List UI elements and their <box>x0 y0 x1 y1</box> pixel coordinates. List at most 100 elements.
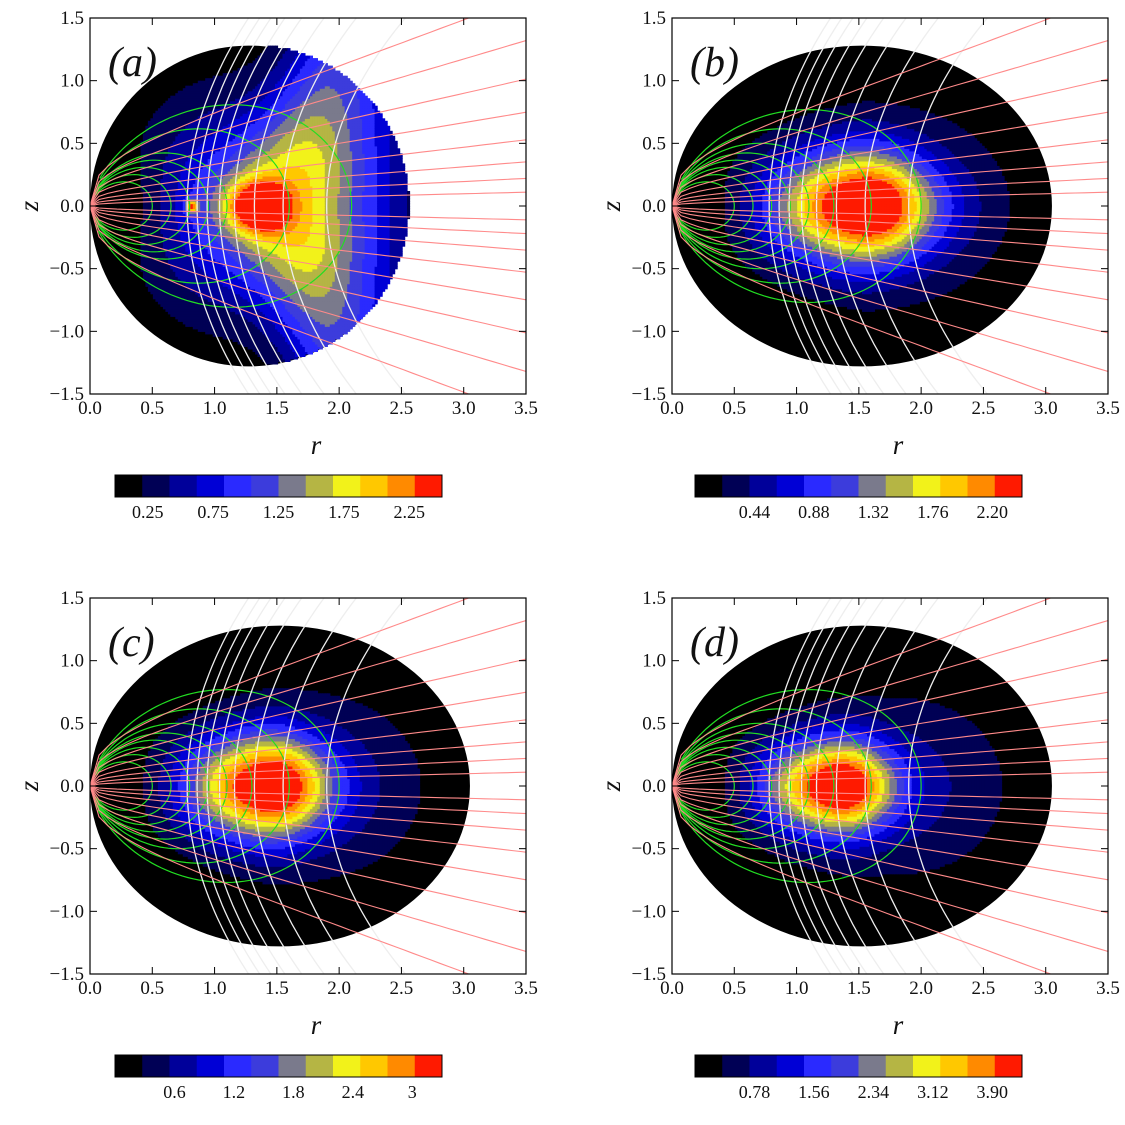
colorbar-swatch <box>777 475 805 497</box>
x-tick-label: 2.5 <box>390 978 414 999</box>
x-tick-label: 3.0 <box>452 978 476 999</box>
contour-bands <box>725 101 1010 312</box>
colorbar-tick-label: 2.4 <box>342 1082 365 1102</box>
colorbar-swatch <box>388 475 416 497</box>
colorbar: 0.78 1.56 2.34 3.12 3.90 <box>695 1055 1023 1102</box>
x-tick-label: 1.0 <box>785 978 809 999</box>
colorbar-swatch <box>695 475 723 497</box>
colorbar-swatch <box>388 1055 416 1077</box>
y-tick-label: 1.0 <box>60 651 84 672</box>
colorbar-tick-label: 1.75 <box>328 502 360 522</box>
colorbar-swatch <box>859 1055 887 1077</box>
colorbar-swatch <box>197 475 225 497</box>
colorbar-swatch <box>197 1055 225 1077</box>
x-tick-label: 0.5 <box>140 978 164 999</box>
colorbar-swatch <box>360 475 388 497</box>
colorbar: 0.6 1.2 1.8 2.4 3 <box>115 1055 443 1102</box>
colorbar-swatch <box>170 1055 198 1077</box>
x-tick-label: 1.0 <box>203 398 227 419</box>
x-axis-label: r <box>311 430 322 460</box>
colorbar-swatch <box>831 475 859 497</box>
x-tick-label: 1.5 <box>265 978 289 999</box>
colorbar-swatch <box>913 1055 941 1077</box>
y-tick-label: −0.5 <box>50 839 84 860</box>
colorbar-swatch <box>940 475 968 497</box>
x-tick-label: 2.5 <box>972 398 996 419</box>
colorbar-swatch <box>722 475 750 497</box>
x-tick-label: 1.5 <box>847 978 871 999</box>
y-tick-label: −1.0 <box>632 901 666 922</box>
colorbar-swatch <box>279 475 307 497</box>
y-tick-label: 0.0 <box>642 196 666 217</box>
y-tick-label: 0.0 <box>60 776 84 797</box>
y-tick-label: 1.5 <box>642 8 666 29</box>
plot-area <box>672 572 1121 1001</box>
colorbar-swatch <box>360 1055 388 1077</box>
colorbar: 0.44 0.88 1.32 1.76 2.20 <box>695 475 1023 522</box>
y-tick-label: −1.0 <box>50 321 84 342</box>
colorbar-swatch <box>995 1055 1023 1077</box>
y-tick-label: 1.5 <box>60 588 84 609</box>
y-tick-label: 0.0 <box>642 776 666 797</box>
colorbar-swatch <box>333 475 361 497</box>
panel-label: (d) <box>690 620 739 666</box>
y-tick-label: 1.0 <box>642 71 666 92</box>
colorbar-swatch <box>940 1055 968 1077</box>
colorbar-swatch <box>750 1055 778 1077</box>
colorbar-tick-label: 1.32 <box>858 502 890 522</box>
x-tick-label: 3.5 <box>514 398 538 419</box>
y-tick-label: 1.5 <box>60 8 84 29</box>
y-tick-label: 0.5 <box>642 133 666 154</box>
y-tick-label: 0.5 <box>60 713 84 734</box>
colorbar-swatch <box>279 1055 307 1077</box>
colorbar-swatch <box>415 475 443 497</box>
colorbar-tick-label: 2.34 <box>858 1082 890 1102</box>
y-tick-label: −0.5 <box>50 259 84 280</box>
colorbar-swatch <box>224 1055 252 1077</box>
colorbar-tick-label: 1.8 <box>282 1082 305 1102</box>
colorbar-swatch <box>968 475 996 497</box>
y-tick-label: 1.0 <box>642 651 666 672</box>
colorbar-swatch <box>913 475 941 497</box>
colorbar-swatch <box>306 1055 334 1077</box>
plot-area <box>90 0 539 420</box>
colorbar-tick-label: 3 <box>408 1082 417 1102</box>
colorbar: 0.25 0.75 1.25 1.75 2.25 <box>115 475 443 522</box>
y-tick-label: −1.5 <box>50 964 84 985</box>
x-tick-label: 2.5 <box>390 398 414 419</box>
colorbar-swatch <box>695 1055 723 1077</box>
panel-label: (b) <box>690 40 739 86</box>
x-tick-label: 0.5 <box>140 398 164 419</box>
x-tick-label: 2.0 <box>909 398 933 419</box>
colorbar-swatch <box>224 475 252 497</box>
x-tick-label: 2.0 <box>909 978 933 999</box>
y-tick-label: 1.5 <box>642 588 666 609</box>
colorbar-swatch <box>415 1055 443 1077</box>
plot-area <box>90 572 539 1001</box>
colorbar-tick-label: 3.90 <box>977 1082 1009 1102</box>
panel-label: (c) <box>108 620 155 666</box>
colorbar-tick-label: 1.2 <box>223 1082 246 1102</box>
colorbar-swatch <box>804 1055 832 1077</box>
colorbar-tick-label: 0.44 <box>739 502 771 522</box>
colorbar-swatch <box>333 1055 361 1077</box>
y-tick-label: 0.0 <box>60 196 84 217</box>
y-tick-label: −1.5 <box>50 384 84 405</box>
x-tick-label: 0.5 <box>722 398 746 419</box>
colorbar-swatch <box>804 475 832 497</box>
colorbar-swatch <box>170 475 198 497</box>
colorbar-tick-label: 0.88 <box>798 502 830 522</box>
colorbar-swatch <box>251 1055 279 1077</box>
x-tick-label: 3.5 <box>1096 978 1120 999</box>
colorbar-swatch <box>115 475 143 497</box>
colorbar-swatch <box>142 475 170 497</box>
y-tick-label: 1.0 <box>60 71 84 92</box>
colorbar-swatch <box>115 1055 143 1077</box>
colorbar-tick-label: 0.75 <box>197 502 229 522</box>
colorbar-tick-label: 3.12 <box>917 1082 949 1102</box>
colorbar-swatch <box>886 1055 914 1077</box>
colorbar-tick-label: 2.25 <box>394 502 426 522</box>
x-tick-label: 1.0 <box>785 398 809 419</box>
colorbar-swatch <box>995 475 1023 497</box>
